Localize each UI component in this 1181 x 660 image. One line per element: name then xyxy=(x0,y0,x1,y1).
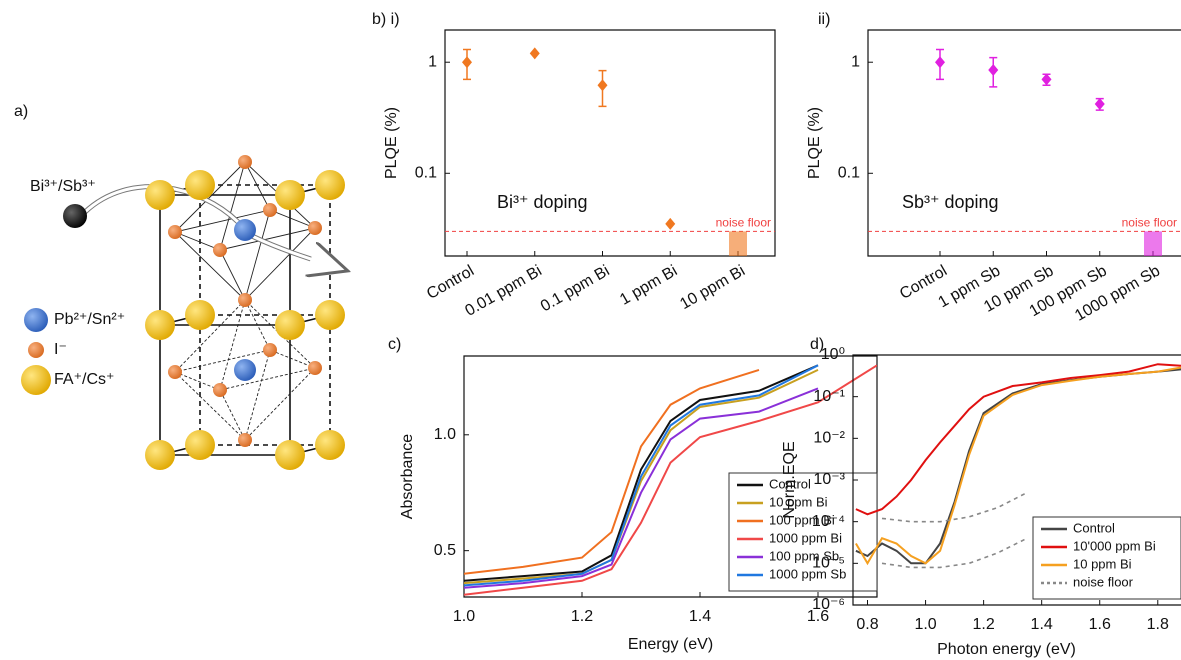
series-line xyxy=(855,366,1181,566)
y-axis-label: Norm.EQE xyxy=(781,441,798,518)
legend-box xyxy=(1032,516,1181,600)
series-line xyxy=(855,363,1181,516)
series-line xyxy=(464,364,819,587)
y-tick-label: 1.0 xyxy=(434,426,456,443)
y-tick-label: 0.1 xyxy=(838,165,860,182)
x-tick-label: 1.6 xyxy=(807,608,829,625)
y-tick-label: 10⁰ xyxy=(821,346,845,363)
legend-label: 100 ppm Sb xyxy=(769,548,839,563)
legend-label: 10'000 ppm Bi xyxy=(1073,538,1156,553)
series-line xyxy=(464,368,819,585)
x-tick-label: 1 ppm Bi xyxy=(617,262,680,308)
series-line xyxy=(464,368,760,575)
axes-frame xyxy=(867,29,1181,257)
crystal-diagram: a) Bi³⁺/Sb³⁺ Pb²⁺/Sn²⁺ xyxy=(14,103,345,470)
legend-label: Control xyxy=(769,476,811,491)
y-tick-label: 10⁻¹ xyxy=(813,388,845,405)
panel-label: ii) xyxy=(818,11,830,28)
point xyxy=(665,217,676,230)
below-noise-floor xyxy=(1144,231,1162,256)
series-line xyxy=(464,364,877,596)
legend-label: 1000 ppm Sb xyxy=(769,566,846,581)
panel-label: b) i) xyxy=(372,11,400,28)
panel-label: c) xyxy=(388,336,401,353)
y-axis-label: Absorbance xyxy=(399,434,416,519)
x-axis-label: Photon energy (eV) xyxy=(937,641,1076,658)
panel-label: a) xyxy=(14,103,28,120)
annotation: Bi³⁺ doping xyxy=(497,192,588,212)
series-line xyxy=(881,491,1028,569)
y-axis-label: PLQE (%) xyxy=(383,107,400,179)
legend-label: 10 ppm Bi xyxy=(1073,556,1132,571)
x-tick-label: 0.01 ppm Bi xyxy=(462,262,544,319)
axes-frame xyxy=(444,29,776,257)
panel-label: d) xyxy=(810,336,824,353)
below-noise-floor xyxy=(729,231,747,256)
legend-label: 10 ppm Bi xyxy=(769,494,828,509)
y-axis-label: PLQE (%) xyxy=(806,107,823,179)
x-tick-label: 1.0 xyxy=(453,608,475,625)
point xyxy=(1094,98,1105,111)
annotation: Sb³⁺ doping xyxy=(902,192,999,212)
x-tick-label: 1.8 xyxy=(1147,616,1169,633)
dopant-label: Bi³⁺/Sb³⁺ xyxy=(30,178,96,195)
point xyxy=(988,64,999,77)
point xyxy=(935,56,945,69)
series-line xyxy=(464,364,819,582)
x-tick-label: 1.2 xyxy=(972,616,994,633)
x-tick-label: 1.4 xyxy=(1031,616,1053,633)
x-tick-label: 0.1 ppm Bi xyxy=(538,262,613,315)
x-tick-label: 10 ppm Bi xyxy=(677,262,748,313)
y-tick-label: 0.1 xyxy=(415,165,437,182)
y-tick-label: 1 xyxy=(428,53,437,70)
legend-label: 100 ppm Bi xyxy=(769,512,835,527)
x-axis-label: Energy (eV) xyxy=(628,636,713,653)
legend-label: Control xyxy=(1073,520,1115,535)
y-tick-label: 10⁻² xyxy=(813,430,845,447)
legend-label: Pb²⁺/Sn²⁺ xyxy=(54,311,125,328)
y-tick-label: 1 xyxy=(851,53,860,70)
axes-frame xyxy=(463,355,878,598)
legend-label: noise floor xyxy=(1073,574,1134,589)
x-tick-label: 1.6 xyxy=(1089,616,1111,633)
legend-label: I⁻ xyxy=(54,341,67,358)
point xyxy=(597,79,608,92)
legend-label: FA⁺/Cs⁺ xyxy=(54,371,114,388)
y-tick-label: 10⁻³ xyxy=(813,471,845,488)
legend-label: 1000 ppm Bi xyxy=(769,530,842,545)
noise-floor-label: noise floor xyxy=(1122,216,1177,230)
series-line xyxy=(464,387,819,589)
point xyxy=(529,47,540,60)
x-tick-label: 1.2 xyxy=(571,608,593,625)
x-tick-label: 0.8 xyxy=(856,616,878,633)
x-tick-label: Control xyxy=(424,262,477,303)
y-tick-label: 0.5 xyxy=(434,542,456,559)
x-tick-label: 1.0 xyxy=(914,616,936,633)
legend-box xyxy=(728,472,878,592)
x-tick-label: 1.4 xyxy=(689,608,711,625)
y-tick-label: 10⁻⁴ xyxy=(812,513,845,530)
y-tick-label: 10⁻⁶ xyxy=(812,596,845,613)
point xyxy=(462,56,472,69)
point xyxy=(1041,73,1052,86)
noise-floor-label: noise floor xyxy=(716,216,771,230)
y-tick-label: 10⁻⁵ xyxy=(812,555,845,572)
